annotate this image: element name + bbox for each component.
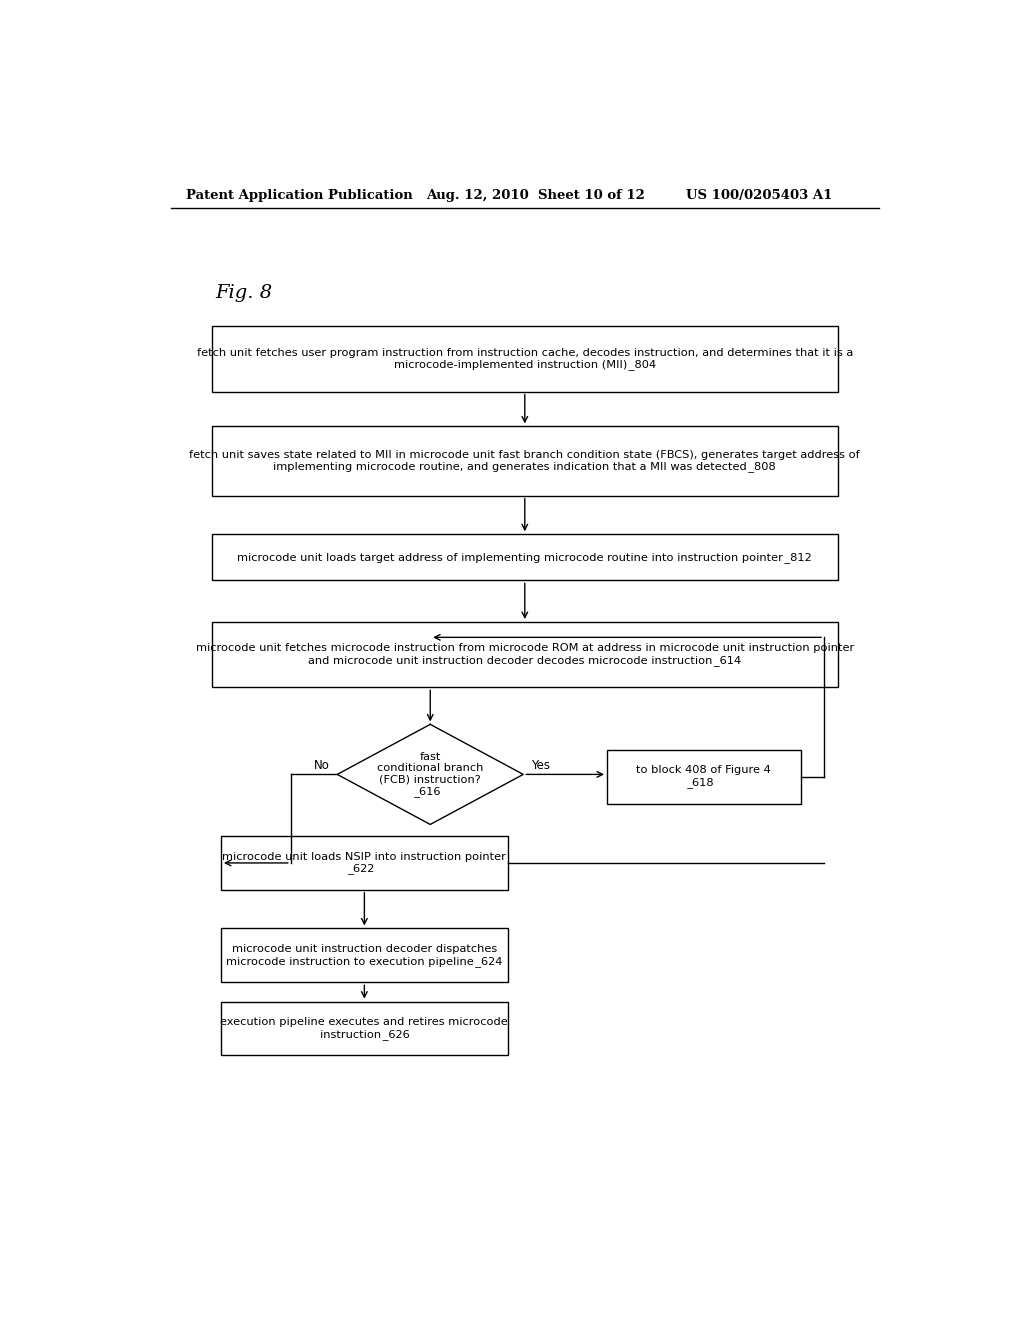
Polygon shape xyxy=(337,725,523,825)
Bar xyxy=(212,326,838,392)
Bar xyxy=(212,535,838,581)
Text: Yes: Yes xyxy=(531,759,550,772)
Text: No: No xyxy=(313,759,330,772)
Text: microcode unit loads NSIP into instruction pointer
̲622: microcode unit loads NSIP into instructi… xyxy=(222,851,506,874)
Bar xyxy=(212,426,838,496)
Bar xyxy=(212,622,838,688)
Bar xyxy=(607,750,801,804)
Text: fetch unit fetches user program instruction from instruction cache, decodes inst: fetch unit fetches user program instruct… xyxy=(197,347,853,370)
Text: US 100/0205403 A1: US 100/0205403 A1 xyxy=(686,189,833,202)
Text: execution pipeline executes and retires microcode
instruction  ̲626: execution pipeline executes and retires … xyxy=(220,1018,508,1040)
Text: microcode unit loads target address of implementing microcode routine into instr: microcode unit loads target address of i… xyxy=(238,552,812,562)
Text: microcode unit fetches microcode instruction from microcode ROM at address in mi: microcode unit fetches microcode instruc… xyxy=(196,643,854,665)
Text: Aug. 12, 2010  Sheet 10 of 12: Aug. 12, 2010 Sheet 10 of 12 xyxy=(426,189,645,202)
Bar xyxy=(221,836,508,890)
Bar xyxy=(221,928,508,982)
Text: fetch unit saves state related to MII in microcode unit fast branch condition st: fetch unit saves state related to MII in… xyxy=(189,450,860,473)
Text: microcode unit instruction decoder dispatches
microcode instruction to execution: microcode unit instruction decoder dispa… xyxy=(226,944,503,966)
Bar xyxy=(221,1002,508,1056)
Text: fast
conditional branch
(FCB) instruction?
̲616: fast conditional branch (FCB) instructio… xyxy=(377,751,483,797)
Text: Fig. 8: Fig. 8 xyxy=(215,284,272,302)
Text: to block 408 of Figure 4
̲618: to block 408 of Figure 4 ̲618 xyxy=(637,766,771,788)
Text: Patent Application Publication: Patent Application Publication xyxy=(186,189,413,202)
